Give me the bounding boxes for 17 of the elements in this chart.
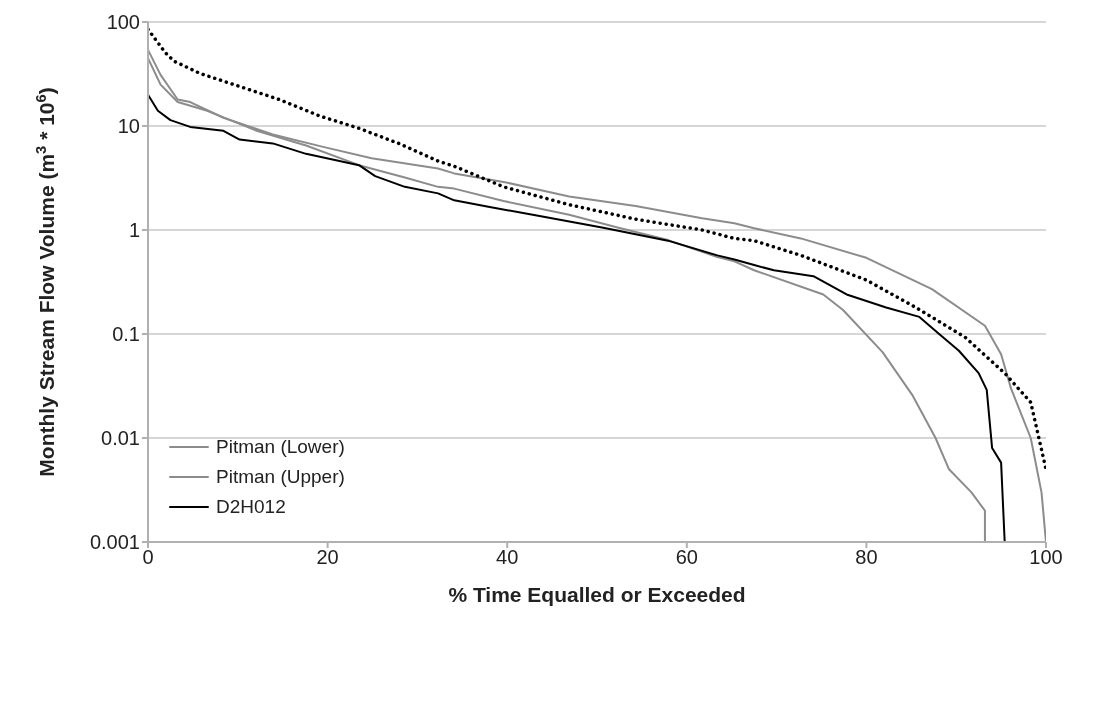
y-tick-label: 0.01: [101, 427, 140, 450]
x-tick-label: 0: [142, 546, 154, 569]
legend-label: Pitman (Upper): [216, 466, 345, 488]
y-tick-label: 10: [117, 115, 140, 138]
y-tick-label: 0.1: [112, 323, 140, 346]
x-tick-label: 20: [316, 546, 339, 569]
x-tick-label: 40: [496, 546, 519, 569]
legend-label: Pitman (Lower): [216, 436, 345, 458]
x-tick-label: 60: [675, 546, 698, 569]
y-tick-label: 0.001: [89, 531, 140, 554]
y-tick-label: 1: [128, 219, 140, 242]
x-tick-label: 100: [1029, 546, 1063, 569]
x-axis-title: % Time Equalled or Exceeded: [448, 583, 746, 606]
y-tick-label: 100: [106, 11, 140, 34]
legend-label: D2H012: [216, 496, 286, 518]
line-series: [148, 27, 1046, 472]
x-tick-label: 80: [855, 546, 878, 569]
